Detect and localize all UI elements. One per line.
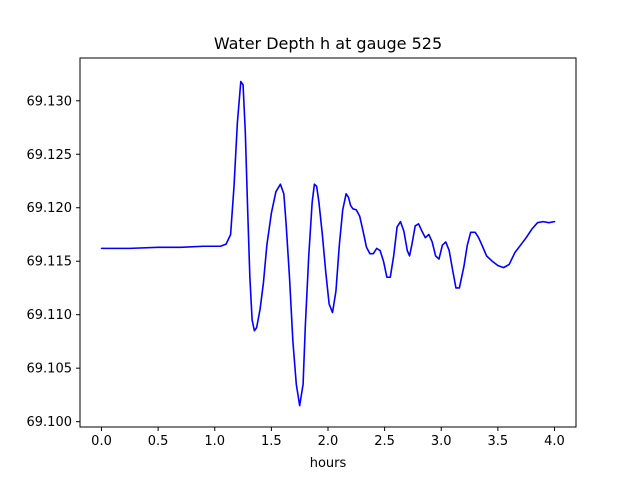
chart-title: Water Depth h at gauge 525 [214,34,442,53]
y-tick-label: 69.105 [27,362,73,377]
x-tick-label: 1.5 [261,434,282,449]
x-tick-label: 2.5 [374,434,395,449]
x-tick-label: 3.0 [431,434,452,449]
y-tick-label: 69.115 [27,255,73,270]
x-tick-label: 1.0 [204,434,225,449]
x-tick-label: 2.0 [318,434,339,449]
x-tick-label: 4.0 [544,434,565,449]
plot-area: 0.0 0.5 1.0 1.5 2.0 2.5 3.0 3.5 4.0 69.100 69.105… [27,57,577,449]
x-axis-label: hours [310,456,347,471]
y-tick-label: 69.120 [27,201,73,216]
y-tick-label: 69.125 [27,148,73,163]
series-line-0 [100,80,556,407]
x-tick-label: 0.5 [148,434,169,449]
y-tick-label: 69.130 [27,94,73,109]
series-layer [100,80,556,407]
x-axis: 0.0 0.5 1.0 1.5 2.0 2.5 3.0 3.5 4.0 [91,427,565,449]
y-tick-label: 69.100 [27,415,73,430]
x-tick-label: 0.0 [91,434,112,449]
y-tick-label: 69.110 [27,308,73,323]
y-axis: 69.100 69.105 69.110 69.115 69.120 69.125 69.1… [27,94,80,430]
x-tick-label: 3.5 [488,434,509,449]
